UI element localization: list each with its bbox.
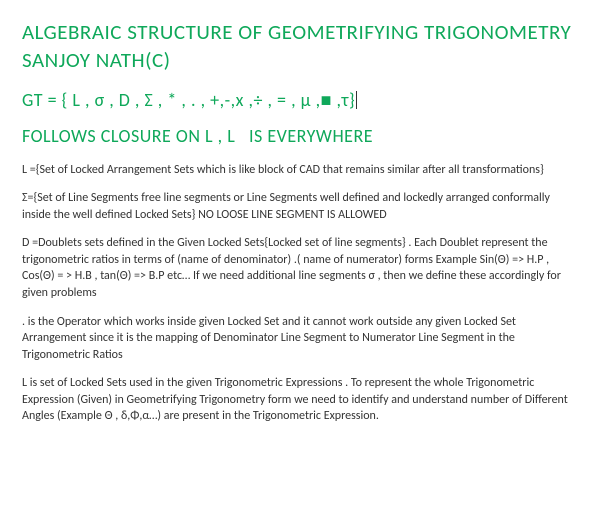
text-cursor	[356, 91, 357, 109]
paragraph: L ={Set of Locked Arrangement Sets which…	[22, 162, 580, 179]
paragraph: . is the Operator which works inside giv…	[22, 314, 580, 364]
paragraph: Σ={Set of Line Segments free line segmen…	[22, 190, 580, 223]
paragraph: L is set of Locked Sets used in the give…	[22, 375, 580, 425]
formula-text: GT = { L , σ , D , Σ , * , . , +,-,x ,÷ …	[22, 89, 355, 111]
formula-line: GT = { L , σ , D , Σ , * , . , +,-,x ,÷ …	[22, 89, 580, 111]
paragraph: D =Doublets sets defined in the Given Lo…	[22, 235, 580, 301]
document-title: ALGEBRAIC STRUCTURE OF GEOMETRIFYING TRI…	[22, 18, 580, 75]
subheading: FOLLOWS CLOSURE ON L , L IS EVERYWHERE	[22, 125, 580, 147]
